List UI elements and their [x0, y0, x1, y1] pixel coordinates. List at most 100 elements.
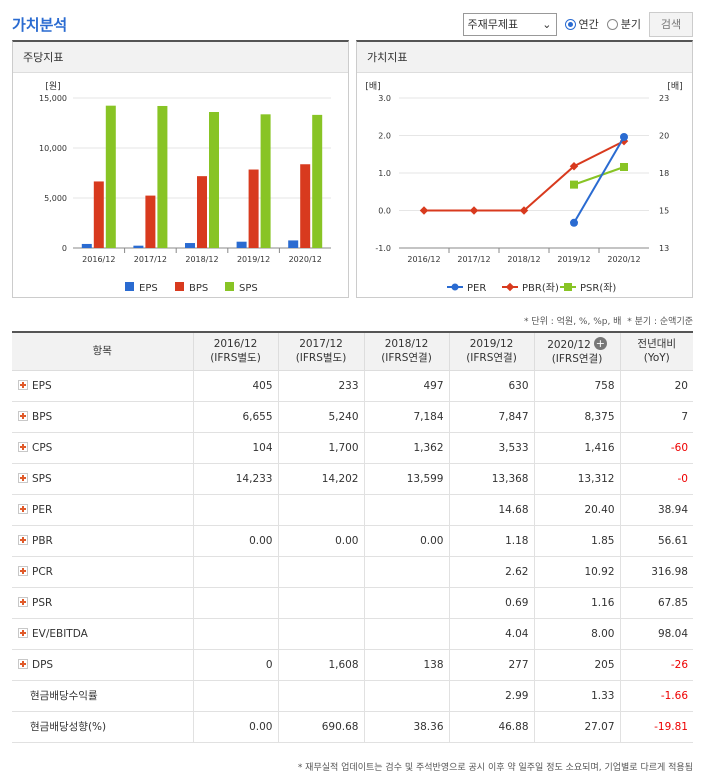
x-tick-label: 2018/12 — [185, 255, 218, 264]
x-tick-label: 2020/12 — [607, 255, 640, 264]
value-cell — [192, 493, 279, 526]
column-header: 2016/12 (IFRS별도) — [192, 331, 279, 371]
yoy-cell: -60 — [619, 431, 693, 464]
bar-sps — [312, 114, 323, 248]
row-label[interactable]: EV/EBITDA — [12, 617, 194, 650]
statement-select[interactable]: 주재무제표 ⌄ — [462, 12, 557, 36]
footer-note: * 재무실적 업데이트는 검수 및 주석반영으로 공시 이후 약 일주일 정도 … — [297, 763, 693, 773]
expand-plus-icon[interactable]: + — [593, 336, 607, 350]
column-header-text: 2016/12 — [213, 338, 258, 351]
row-label[interactable]: DPS — [12, 648, 194, 681]
row-label: 현금배당수익률 — [12, 679, 194, 712]
table-row: PER 14.68 20.40 38.94 — [12, 493, 693, 526]
expand-plus-icon[interactable] — [18, 503, 28, 514]
expand-plus-icon[interactable] — [18, 472, 28, 483]
row-label[interactable]: SPS — [12, 462, 194, 495]
row-label[interactable]: PSR — [12, 586, 194, 619]
legend-label: PBR(좌) — [522, 282, 559, 294]
column-header-text: (IFRS연결) — [551, 352, 603, 365]
row-label-text: BPS — [32, 410, 53, 423]
row-label[interactable]: PBR — [12, 524, 194, 557]
valuation-line-chart: [배] [배] 3.0 23 2.0 20 1.0 18 0.0 15 -1.0 13 2016/12 2… — [365, 81, 682, 294]
table-row: PCR 2.62 10.92 316.98 — [12, 555, 693, 588]
y-tick-label-left: 2.0 — [378, 132, 391, 141]
value-cell: 497 — [363, 369, 450, 402]
column-header-text: 2018/12 — [384, 338, 429, 351]
table-row: BPS 6,655 5,240 7,184 7,847 8,375 7 — [12, 400, 693, 433]
y-tick-label-right: 13 — [659, 244, 669, 253]
bar-eps — [288, 240, 299, 248]
yoy-cell: -26 — [619, 648, 693, 681]
x-tick-label: 2020/12 — [289, 255, 322, 264]
column-header: 2017/12 (IFRS별도) — [277, 331, 365, 371]
expand-plus-icon[interactable] — [18, 658, 28, 669]
value-cell: 8.00 — [533, 617, 621, 650]
search-button[interactable]: 검색 — [649, 11, 693, 37]
table-row: 현금배당성향(%) 0.00 690.68 38.36 46.88 27.07 -19.81 — [12, 710, 693, 743]
value-cell: 1,362 — [363, 431, 450, 464]
column-header-text: (IFRS별도) — [295, 352, 347, 365]
expand-plus-icon[interactable] — [18, 627, 28, 638]
radio-quarter[interactable]: 분기 — [606, 16, 641, 32]
column-header-text: (IFRS연결) — [381, 352, 432, 365]
bar-sps — [157, 105, 168, 248]
expand-plus-icon[interactable] — [18, 596, 28, 607]
legend-swatch-eps — [125, 282, 134, 291]
row-label[interactable]: BPS — [12, 400, 194, 433]
radio-annual[interactable]: 연간 — [564, 16, 599, 32]
expand-plus-icon[interactable] — [18, 379, 28, 390]
column-header: 항목 — [12, 331, 194, 371]
radio-unchecked-icon — [606, 18, 618, 30]
value-cell: 1.16 — [533, 586, 621, 619]
column-header: 전년대비 (YoY) — [619, 331, 693, 371]
value-cell: 10.92 — [533, 555, 621, 588]
radio-checked-icon — [564, 18, 576, 30]
series-line — [573, 166, 625, 186]
row-label[interactable]: CPS — [12, 431, 194, 464]
row-label-text: EPS — [32, 379, 52, 392]
row-label[interactable]: EPS — [12, 369, 194, 402]
value-cell — [277, 586, 365, 619]
value-cell: 0.00 — [192, 710, 279, 743]
row-label[interactable]: PER — [12, 493, 194, 526]
point-pbr — [469, 206, 479, 215]
yoy-cell: 98.04 — [619, 617, 693, 650]
row-label-text: EV/EBITDA — [32, 627, 88, 640]
per-share-panel-title: 주당지표 — [13, 42, 348, 73]
y-tick-label: 15,000 — [39, 94, 67, 103]
yoy-cell: 316.98 — [619, 555, 693, 588]
column-header: 2020/12 + (IFRS연결) — [533, 331, 621, 371]
expand-plus-icon[interactable] — [18, 441, 28, 452]
bar-bps — [93, 181, 104, 248]
column-header-text: 2020/12 — [547, 338, 591, 351]
row-label[interactable]: PCR — [12, 555, 194, 588]
row-label-text: PSR — [32, 596, 53, 609]
statement-select-value: 주재무제표 — [467, 18, 519, 31]
value-cell: 0.00 — [192, 524, 279, 557]
valuation-panel-title: 가치지표 — [357, 42, 692, 73]
column-header-text: (IFRS별도) — [210, 352, 261, 365]
expand-plus-icon[interactable] — [18, 410, 28, 421]
value-cell — [363, 493, 450, 526]
table-row: PSR 0.69 1.16 67.85 — [12, 586, 693, 619]
table-row: EV/EBITDA 4.04 8.00 98.04 — [12, 617, 693, 650]
legend-marker-pbr — [505, 282, 515, 292]
per-share-bar-chart: [원] 15,000 10,000 5,000 0 2016/12 2017/12 2018/… — [39, 81, 331, 294]
value-cell — [277, 493, 365, 526]
legend-swatch-bps — [175, 282, 184, 291]
expand-plus-icon[interactable] — [18, 534, 28, 545]
expand-plus-icon[interactable] — [18, 565, 28, 576]
column-header-text: (YoY) — [643, 352, 670, 365]
point-per — [570, 218, 578, 227]
row-label-text: 현금배당수익률 — [30, 690, 98, 702]
x-tick-label: 2019/12 — [557, 255, 590, 264]
row-label-text: 현금배당성향(%) — [30, 721, 107, 733]
value-cell: 138 — [363, 648, 450, 681]
value-cell: 1,608 — [277, 648, 365, 681]
bar-bps — [248, 169, 259, 248]
value-cell: 20.40 — [533, 493, 621, 526]
value-cell: 6,655 — [192, 400, 279, 433]
value-cell: 1.33 — [533, 679, 621, 712]
y-axis-label: [원] — [45, 81, 60, 92]
y-tick-label-right: 23 — [659, 94, 669, 103]
